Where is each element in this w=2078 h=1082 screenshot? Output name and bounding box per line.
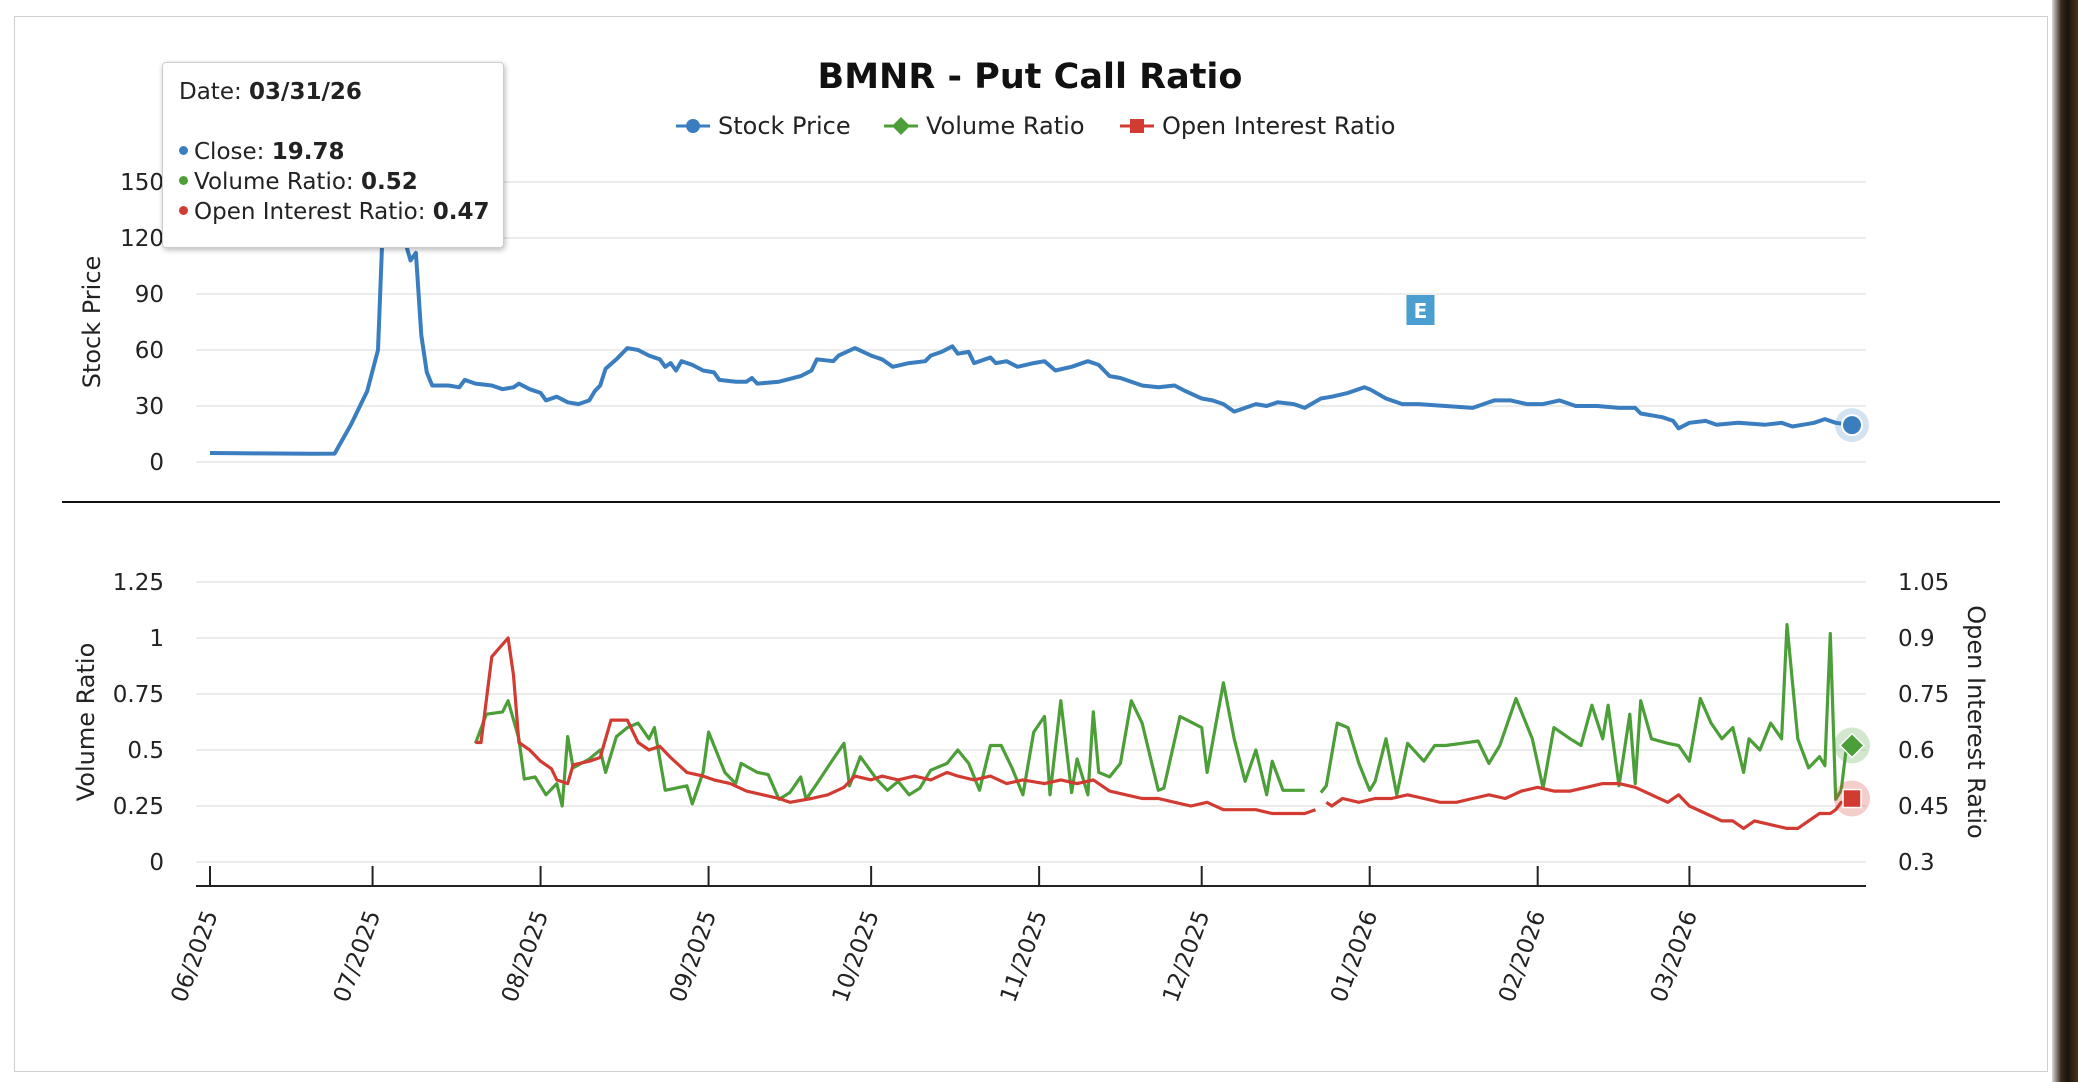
price-tick-label: 150 [120, 170, 164, 196]
tooltip-close-value: 19.78 [271, 139, 345, 165]
tooltip-volume-value: 0.52 [360, 169, 418, 195]
tooltip-date-label: Date: [179, 79, 242, 105]
legend-item-volume-ratio[interactable]: Volume Ratio [884, 112, 1085, 140]
earnings-marker-label: E [1414, 299, 1428, 323]
tooltip-oi-label: Open Interest Ratio: [194, 199, 426, 225]
tooltip-close: Close: 19.78 [179, 137, 487, 167]
volume-tick-label: 1 [149, 626, 164, 652]
stock-price-line[interactable] [209, 208, 1853, 456]
volume-axis-label: Volume Ratio [72, 643, 100, 802]
open-interest-tick-label: 0.75 [1898, 682, 1949, 708]
price-tick-label: 90 [135, 282, 164, 308]
volume-ratio-hover-point[interactable] [1838, 732, 1866, 759]
tooltip-volume-dot-icon [179, 176, 188, 185]
volume-tick-label: 1.25 [113, 570, 164, 596]
tooltip-oi-value: 0.47 [432, 199, 490, 225]
open-interest-ratio-line[interactable] [1325, 781, 1853, 831]
data-tooltip: Date: 03/31/26 Close: 19.78 Volume Ratio… [162, 62, 504, 248]
x-tick-label: 01/2026 [1326, 907, 1383, 1006]
window-edge [2052, 0, 2078, 1082]
ratio-gridlines [196, 581, 1866, 863]
open-interest-tick-label: 1.05 [1898, 570, 1949, 596]
tooltip-volume: Volume Ratio: 0.52 [179, 167, 487, 197]
top-strip [0, 0, 2078, 18]
legend-label-open-interest-ratio: Open Interest Ratio [1162, 112, 1395, 140]
legend-item-open-interest-ratio[interactable]: Open Interest Ratio [1120, 112, 1395, 140]
volume-tick-label: 0 [149, 850, 164, 876]
legend-square-icon [1130, 119, 1144, 133]
tooltip-oi-dot-icon [179, 206, 188, 215]
volume-tick-label: 0.5 [127, 738, 164, 764]
earnings-marker-box [1406, 295, 1435, 325]
x-tick-label: 06/2025 [167, 907, 224, 1006]
price-tick-label: 120 [120, 226, 164, 252]
price-tick-label: 30 [135, 394, 164, 420]
volume-tick-label: 0.25 [113, 794, 164, 820]
ratio-series[interactable] [474, 622, 1871, 831]
legend-label-volume-ratio: Volume Ratio [926, 112, 1085, 140]
x-tick-label: 10/2025 [828, 907, 885, 1006]
chart-legend: Stock Price Volume Ratio Open Interest R… [676, 112, 1395, 140]
tooltip-close-label: Close: [194, 139, 265, 165]
x-tick-label: 11/2025 [996, 907, 1053, 1006]
legend-circle-icon [686, 119, 700, 133]
x-tick-label: 07/2025 [329, 907, 386, 1006]
legend-diamond-icon [892, 117, 910, 135]
price-axis-ticks: 0 30 60 90 120 150 [120, 170, 164, 476]
price-series[interactable] [209, 208, 1869, 456]
x-tick-label: 02/2026 [1494, 907, 1551, 1006]
earnings-marker[interactable]: E [1406, 295, 1435, 325]
open-interest-ratio-line[interactable] [475, 636, 1317, 816]
tooltip-date-value: 03/31/26 [249, 79, 362, 105]
open-interest-hover-point[interactable] [1842, 788, 1862, 809]
open-interest-tick-label: 0.6 [1898, 738, 1935, 764]
tooltip-stock-dot-icon [179, 146, 188, 155]
earnings-markers[interactable]: EE [382, 166, 1435, 325]
open-interest-tick-label: 0.45 [1898, 794, 1949, 820]
volume-ratio-line[interactable] [1319, 622, 1852, 801]
price-axis-label: Stock Price [78, 256, 106, 389]
x-tick-label: 09/2025 [665, 907, 722, 1006]
open-interest-axis-label: Open Interest Ratio [1962, 605, 1990, 838]
legend-label-stock-price: Stock Price [718, 112, 851, 140]
price-tick-label: 60 [135, 338, 164, 364]
tooltip-open-interest: Open Interest Ratio: 0.47 [179, 197, 490, 227]
open-interest-axis-ticks: 0.3 0.45 0.6 0.75 0.9 1.05 [1898, 570, 1949, 876]
legend-item-stock-price[interactable]: Stock Price [676, 112, 851, 140]
x-tick-label: 03/2026 [1646, 907, 1703, 1006]
volume-axis-ticks: 0 0.25 0.5 0.75 1 1.25 [113, 570, 164, 876]
price-tick-label: 0 [149, 450, 164, 476]
open-interest-tick-label: 0.9 [1898, 626, 1935, 652]
x-tick-label: 12/2025 [1158, 907, 1215, 1006]
volume-ratio-line[interactable] [474, 681, 1305, 808]
tooltip-date: Date: 03/31/26 [179, 77, 487, 107]
open-interest-tick-label: 0.3 [1898, 850, 1935, 876]
volume-tick-label: 0.75 [113, 682, 164, 708]
chart-title: BMNR - Put Call Ratio [818, 57, 1243, 97]
tooltip-volume-label: Volume Ratio: [194, 169, 354, 195]
x-tick-label: 08/2025 [497, 907, 554, 1006]
stock-price-hover-point[interactable] [1841, 414, 1863, 437]
